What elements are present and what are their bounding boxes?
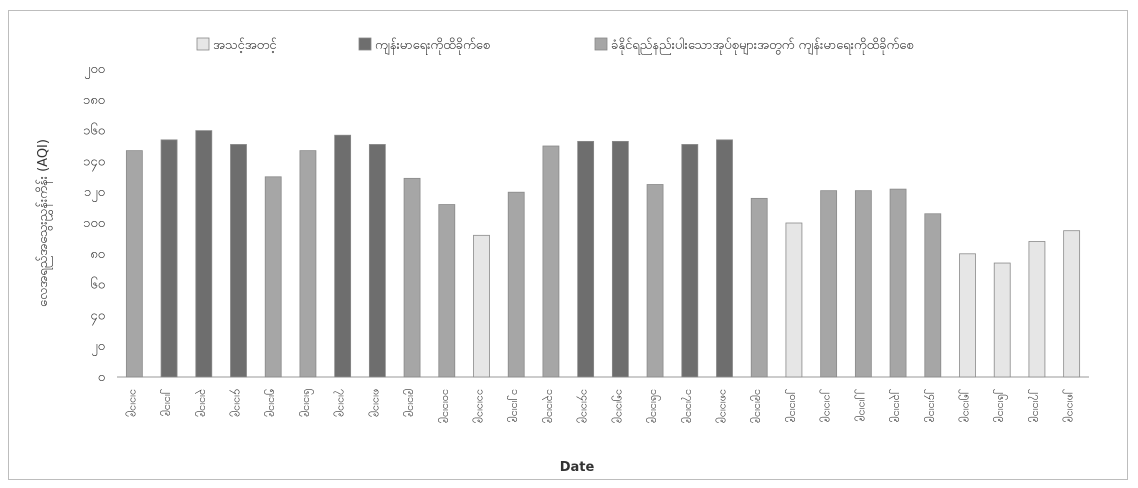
legend-label-unhealthy: ကျန်းမာရေးကိုထိခိုက်စေ bbox=[375, 37, 490, 55]
x-tick-label: ၁၄၊၁၊၁၉ bbox=[577, 389, 592, 423]
y-tick-label: ၂၀ bbox=[91, 339, 105, 356]
x-tick-label: ၂၃၊၁၊၁၉ bbox=[889, 389, 904, 423]
y-tick-label: ၁၄၀ bbox=[83, 154, 105, 171]
y-tick-label: ၁၂၀ bbox=[84, 185, 105, 202]
bar-7 bbox=[334, 134, 352, 378]
x-tick-label: ၉၊၁၊၁၉ bbox=[403, 389, 418, 417]
x-tick-label: ၁၆၊၁၊၁၉ bbox=[646, 389, 661, 423]
x-tick-label: ၂၅၊၁၊၁၉ bbox=[959, 389, 974, 423]
x-tick-label: ၃၊၁၊၁၉ bbox=[195, 389, 210, 417]
y-tick-label: ၂၀၀ bbox=[84, 62, 105, 79]
x-tick-label: ၂၇၊၁၊၁၉ bbox=[1028, 389, 1043, 423]
bar-21 bbox=[820, 190, 838, 378]
bar-10 bbox=[438, 204, 456, 378]
legend-swatch-moderate bbox=[196, 37, 210, 51]
x-tick-label: ၂၂၊၁၊၁၉ bbox=[854, 389, 869, 422]
x-tick-label: ၁၀၊၁၊၁၉ bbox=[438, 389, 453, 423]
bar-9 bbox=[403, 177, 421, 378]
bars bbox=[125, 130, 1081, 378]
x-tick-label: ၁၇၊၁၊၁၉ bbox=[681, 389, 696, 423]
y-tick-label: ၈၀ bbox=[90, 247, 105, 262]
bar-8 bbox=[368, 144, 386, 378]
bar-22 bbox=[854, 190, 872, 378]
y-axis-label: လေအရည်အသွေးညွှန်းကိန်း (AQI) bbox=[35, 139, 53, 307]
bar-26 bbox=[993, 262, 1011, 378]
legend-label-moderate: အသင့်အတင့် bbox=[213, 37, 277, 53]
legend-swatch-unhealthy bbox=[358, 37, 372, 51]
y-tick-label: ၁၆၀ bbox=[83, 123, 105, 139]
x-tick-label: ၈၊၁၊၁၉ bbox=[368, 389, 383, 417]
bar-24 bbox=[924, 213, 942, 378]
x-tick-label: ၂၆၊၁၊၁၉ bbox=[993, 389, 1008, 423]
legend: အသင့်အတင့် ကျန်းမာရေးကိုထိခိုက်စေ ခံနိုင်ရ… bbox=[196, 37, 914, 55]
x-tick-label: ၁၈၊၁၊၁၉ bbox=[716, 389, 731, 424]
x-tick-label: ၁၉၊၁၊၁၉ bbox=[750, 389, 765, 423]
bar-12 bbox=[507, 191, 525, 378]
x-tick-label: ၇၊၁၊၁၉ bbox=[334, 389, 349, 417]
bar-20 bbox=[785, 222, 803, 378]
x-tick-label: ၂၊၁၊၁၉ bbox=[160, 389, 175, 416]
bar-2 bbox=[160, 139, 178, 378]
x-axis-label: Date bbox=[560, 460, 595, 475]
y-tick-label: ၆၀ bbox=[90, 277, 105, 293]
bar-18 bbox=[716, 139, 733, 378]
x-tick-label: ၁၊၁၊၁၉ bbox=[125, 389, 140, 417]
bar-11 bbox=[473, 234, 490, 378]
x-tick-label: ၂၈၊၁၊၁၉ bbox=[1063, 389, 1078, 423]
bar-17 bbox=[681, 144, 699, 378]
bar-19 bbox=[750, 197, 768, 378]
bar-4 bbox=[230, 144, 247, 378]
x-tick-label: ၁၅၊၁၊၁၉ bbox=[611, 389, 626, 423]
x-tick-label: ၂၀၊၁၊၁၉ bbox=[785, 389, 800, 423]
x-tick-label: ၁၁၊၁၊၁၉ bbox=[473, 389, 488, 423]
bar-6 bbox=[299, 150, 317, 378]
bar-16 bbox=[646, 184, 664, 378]
legend-swatch-sensitive bbox=[594, 37, 608, 51]
bar-1 bbox=[125, 150, 143, 378]
y-tick-label: ၄၀ bbox=[90, 308, 105, 325]
y-tick-label: ၀ bbox=[98, 370, 105, 385]
y-tick-label: ၁၀၀ bbox=[83, 216, 105, 231]
x-tick-label: ၁၂၊၁၊၁၉ bbox=[507, 389, 522, 423]
bar-27 bbox=[1028, 241, 1046, 378]
x-tick-label: ၂၄၊၁၊၁၉ bbox=[924, 389, 939, 423]
x-tick-label: ၁၃၊၁၊၁၉ bbox=[542, 389, 557, 423]
bar-25 bbox=[959, 253, 976, 378]
legend-label-sensitive: ခံနိုင်ရည်နည်းပါးသောအုပ်စုများအတွက် ကျန်… bbox=[611, 37, 914, 55]
x-tick-label: ၅၊၁၊၁၉ bbox=[264, 389, 279, 417]
x-tick-label: ၆၊၁၊၁၉ bbox=[299, 389, 314, 417]
chart-frame: အသင့်အတင့် ကျန်းမာရေးကိုထိခိုက်စေ ခံနိုင်ရ… bbox=[8, 10, 1128, 480]
bar-14 bbox=[577, 140, 595, 378]
bar-chart: အသင့်အတင့် ကျန်းမာရေးကိုထိခိုက်စေ ခံနိုင်ရ… bbox=[35, 37, 1089, 475]
bar-28 bbox=[1063, 230, 1081, 378]
x-tick-label: ၂၁၊၁၊၁၉ bbox=[820, 389, 835, 423]
bar-15 bbox=[611, 140, 629, 378]
y-tick-label: ၁၈၀ bbox=[83, 93, 105, 108]
bar-3 bbox=[195, 130, 213, 378]
x-axis: ၁၊၁၊၁၉ ၂၊၁၊၁၉ ၃၊၁၊၁၉ ၄၊၁၊၁၉ ၅၊၁၊၁၉ ၆၊၁၊၁၉ ၇၊၁၊… bbox=[125, 389, 1077, 424]
x-tick-label: ၄၊၁၊၁၉ bbox=[230, 389, 245, 417]
bar-23 bbox=[889, 188, 907, 378]
bar-5 bbox=[264, 176, 282, 378]
bar-13 bbox=[542, 145, 560, 378]
y-axis: ၀ ၂၀ ၄၀ ၆၀ ၈၀ ၁၀၀ ၁၂၀ ၁၄၀ ၁၆၀ ၁၈၀ ၂၀၀ bbox=[83, 62, 1089, 385]
